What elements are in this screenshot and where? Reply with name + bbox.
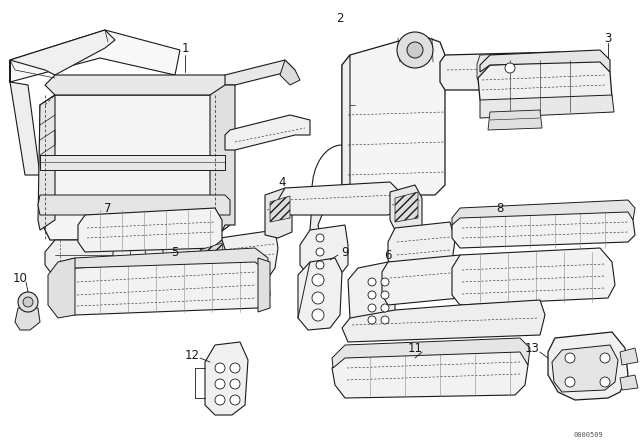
Circle shape (600, 377, 610, 387)
Circle shape (316, 261, 324, 269)
Polygon shape (488, 110, 542, 130)
Polygon shape (112, 225, 165, 285)
Polygon shape (300, 225, 348, 275)
Polygon shape (15, 308, 40, 330)
Polygon shape (548, 332, 628, 400)
Circle shape (230, 379, 240, 389)
Polygon shape (78, 208, 222, 252)
Polygon shape (395, 192, 418, 222)
Circle shape (316, 248, 324, 256)
Polygon shape (390, 185, 422, 235)
Polygon shape (452, 248, 615, 305)
Polygon shape (38, 195, 230, 215)
Circle shape (312, 309, 324, 321)
Circle shape (381, 304, 389, 312)
Polygon shape (620, 348, 638, 365)
Circle shape (312, 274, 324, 286)
Polygon shape (342, 35, 445, 195)
Polygon shape (480, 95, 614, 118)
Polygon shape (440, 52, 570, 90)
Polygon shape (552, 345, 618, 392)
Polygon shape (332, 338, 530, 368)
Text: 6: 6 (384, 249, 392, 262)
Circle shape (316, 234, 324, 242)
Circle shape (397, 32, 433, 68)
Text: 4: 4 (278, 176, 285, 189)
Circle shape (565, 353, 575, 363)
Polygon shape (388, 222, 455, 270)
Text: 13: 13 (525, 341, 540, 354)
Polygon shape (45, 240, 215, 280)
Polygon shape (382, 255, 468, 305)
Text: 0000509: 0000509 (573, 432, 603, 438)
Polygon shape (452, 208, 635, 248)
Polygon shape (280, 60, 300, 85)
Polygon shape (10, 30, 180, 82)
Text: 8: 8 (496, 202, 504, 215)
Text: 9: 9 (341, 246, 349, 258)
Polygon shape (40, 95, 230, 240)
Polygon shape (478, 60, 612, 112)
Circle shape (505, 63, 515, 73)
Polygon shape (210, 85, 235, 240)
Circle shape (230, 363, 240, 373)
Polygon shape (342, 300, 545, 342)
Circle shape (407, 42, 423, 58)
Circle shape (368, 278, 376, 286)
Circle shape (368, 316, 376, 324)
Polygon shape (225, 115, 310, 150)
Polygon shape (270, 196, 290, 222)
Circle shape (312, 292, 324, 304)
Polygon shape (38, 95, 55, 230)
Polygon shape (620, 375, 638, 390)
Polygon shape (348, 262, 395, 328)
Circle shape (381, 316, 389, 324)
Polygon shape (258, 258, 270, 312)
Polygon shape (265, 188, 292, 238)
Text: 2: 2 (336, 12, 344, 25)
Text: 10: 10 (13, 271, 28, 284)
Text: 12: 12 (185, 349, 200, 362)
Polygon shape (225, 60, 295, 85)
Polygon shape (10, 60, 40, 175)
Circle shape (215, 363, 225, 373)
Circle shape (368, 291, 376, 299)
Circle shape (381, 291, 389, 299)
Polygon shape (200, 243, 225, 278)
Polygon shape (298, 258, 342, 330)
Polygon shape (60, 248, 268, 272)
Polygon shape (40, 155, 225, 170)
Polygon shape (452, 200, 635, 225)
Polygon shape (480, 50, 610, 72)
Circle shape (18, 292, 38, 312)
Circle shape (565, 377, 575, 387)
Polygon shape (200, 240, 228, 292)
Circle shape (368, 304, 376, 312)
Text: 5: 5 (172, 246, 179, 258)
Circle shape (215, 379, 225, 389)
Polygon shape (45, 75, 235, 95)
Text: 7: 7 (104, 202, 112, 215)
Polygon shape (58, 258, 270, 315)
Polygon shape (205, 342, 248, 415)
Polygon shape (332, 348, 528, 398)
Circle shape (23, 297, 33, 307)
Polygon shape (108, 278, 168, 290)
Polygon shape (10, 30, 115, 75)
Text: 1: 1 (181, 42, 189, 55)
Polygon shape (477, 53, 543, 84)
Polygon shape (278, 182, 400, 215)
Text: 11: 11 (408, 341, 422, 354)
Circle shape (230, 395, 240, 405)
Circle shape (381, 278, 389, 286)
Text: 3: 3 (604, 31, 612, 44)
Circle shape (600, 353, 610, 363)
Circle shape (215, 395, 225, 405)
Polygon shape (48, 258, 75, 318)
Polygon shape (215, 230, 278, 278)
Polygon shape (310, 55, 350, 252)
